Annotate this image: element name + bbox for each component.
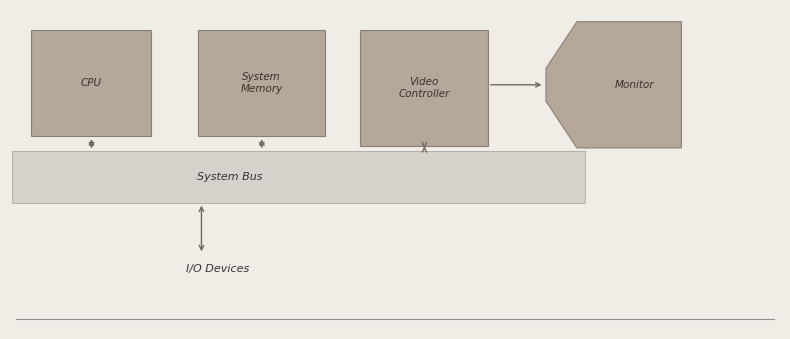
Text: System
Memory: System Memory [240, 72, 283, 94]
Bar [12, 151, 585, 203]
Text: Monitor: Monitor [615, 80, 654, 90]
Text: I/O Devices: I/O Devices [186, 264, 249, 274]
Text: System Bus: System Bus [197, 172, 262, 182]
Text: Video
Controller: Video Controller [398, 77, 450, 99]
Bar [198, 30, 325, 136]
Bar [31, 30, 151, 136]
Text: CPU: CPU [81, 78, 102, 88]
Bar [360, 30, 488, 146]
Polygon shape [546, 22, 682, 148]
